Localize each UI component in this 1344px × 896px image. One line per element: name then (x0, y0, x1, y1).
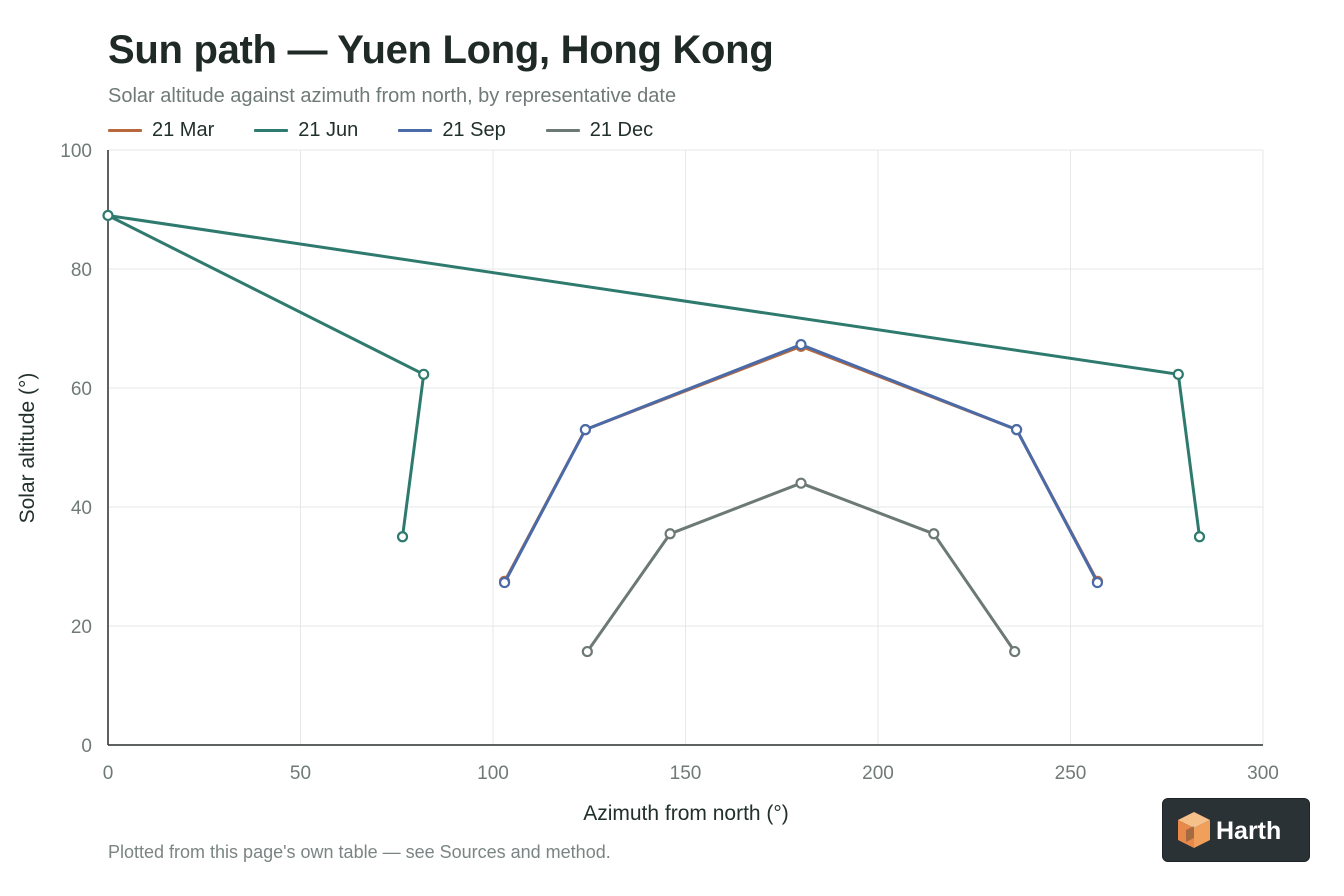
series-line-21-jun (106, 214, 1201, 537)
legend-label: 21 Dec (589, 119, 654, 141)
series-21-mar (498, 340, 1104, 587)
legend-item-21-dec[interactable]: 21 Dec (545, 119, 654, 142)
legend-label: 21 Mar (152, 119, 215, 141)
harth-logo: Harth (1178, 812, 1281, 848)
y-tick-label: 20 (71, 617, 92, 638)
data-point[interactable] (664, 528, 676, 540)
chart-legend: 21 Mar 21 Jun 21 Sep 21 Dec (108, 119, 693, 142)
data-point[interactable] (418, 368, 430, 380)
legend-swatch (398, 129, 433, 132)
x-tick-label: 100 (477, 763, 509, 784)
y-axis-label: Solar altitude (°) (16, 373, 39, 524)
x-tick-label: 250 (1055, 763, 1087, 784)
series-line-21-mar (503, 344, 1099, 583)
data-point[interactable] (581, 645, 593, 658)
y-tick-label: 100 (60, 141, 92, 162)
y-tick-label: 40 (71, 498, 92, 519)
chart-title: Sun path — Yuen Long, Hong Kong (108, 28, 774, 72)
chart-subtitle: Solar altitude against azimuth from nort… (108, 85, 677, 107)
data-point[interactable] (1172, 368, 1184, 380)
data-point[interactable] (928, 528, 940, 540)
data-point[interactable] (396, 531, 409, 543)
x-tick-label: 300 (1247, 763, 1279, 784)
legend-label: 21 Jun (298, 119, 359, 141)
data-point[interactable] (795, 338, 807, 351)
legend-swatch (108, 129, 142, 132)
series-line-21-sep (503, 343, 1099, 584)
tick-labels: 0 50 100 150 200 250 300 0 20 40 60 80 100 (60, 141, 1279, 784)
legend-item-21-mar[interactable]: 21 Mar (108, 119, 214, 142)
y-tick-label: 80 (71, 260, 92, 281)
axes (107, 150, 1263, 746)
data-point[interactable] (579, 424, 592, 436)
legend-label: 21 Sep (442, 119, 506, 141)
legend-swatch (545, 129, 580, 132)
legend-item-21-jun[interactable]: 21 Jun (254, 119, 358, 142)
data-point[interactable] (102, 209, 114, 222)
x-axis-label: Azimuth from north (°) (583, 802, 789, 825)
brand-badge[interactable]: Harth (1162, 798, 1310, 862)
data-point[interactable] (498, 576, 511, 589)
series-21-sep (498, 338, 1104, 589)
footnote: Plotted from this page's own table — see… (108, 842, 611, 862)
x-tick-label: 150 (670, 763, 702, 784)
brand-name: Harth (1216, 817, 1281, 845)
x-tick-label: 200 (862, 763, 894, 784)
y-tick-label: 60 (71, 379, 92, 400)
data-point[interactable] (1193, 531, 1206, 543)
data-point[interactable] (1010, 424, 1023, 436)
y-tick-label: 0 (81, 736, 92, 757)
series-21-dec (581, 477, 1021, 658)
data-point[interactable] (795, 477, 807, 489)
legend-item-21-sep[interactable]: 21 Sep (398, 119, 506, 142)
cube-logo-icon (1178, 812, 1210, 848)
x-tick-label: 0 (103, 763, 114, 784)
data-point[interactable] (1009, 645, 1021, 658)
series-lines (102, 209, 1206, 658)
data-point[interactable] (1091, 576, 1104, 589)
series-21-jun (102, 209, 1206, 543)
grid-lines (108, 149, 1264, 745)
x-tick-label: 50 (290, 763, 311, 784)
legend-swatch (254, 129, 289, 132)
